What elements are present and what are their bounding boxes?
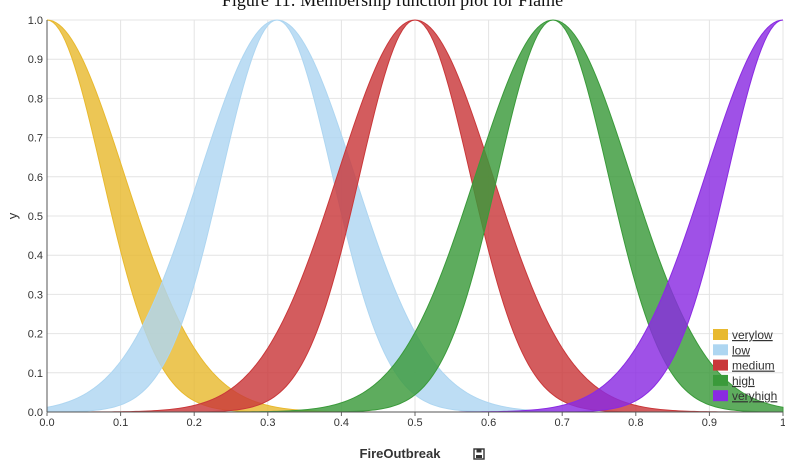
legend-item-low[interactable]: low (713, 343, 750, 357)
x-tick-label: 0.9 (702, 417, 717, 429)
y-tick-label: 1.0 (28, 15, 43, 27)
y-tick-label: 0.0 (28, 407, 43, 419)
x-tick-label: 0.8 (628, 417, 643, 429)
legend-item-veryhigh[interactable]: veryhigh (713, 389, 777, 403)
legend-swatch (713, 329, 728, 340)
legend-swatch (713, 359, 728, 371)
x-tick-labels: 0.0 0.1 0.2 0.3 0.4 0.5 0.6 0.7 0.8 0.9 1 (39, 417, 785, 429)
y-tick-label: 0.2 (28, 329, 43, 341)
y-tick-label: 0.1 (28, 368, 43, 380)
legend-label: high (732, 374, 755, 388)
figure-caption: Figure 11: Membership function plot for … (221, 0, 564, 10)
legend-item-high[interactable]: high (713, 374, 755, 388)
x-tick-label: 0.1 (113, 417, 128, 429)
legend-swatch (713, 374, 728, 386)
x-tick-label: 0.7 (555, 417, 570, 429)
x-tick-label: 0.6 (481, 417, 496, 429)
legend-label: verylow (732, 328, 773, 342)
x-tick-label: 1 (780, 417, 785, 429)
legend-label: medium (732, 359, 775, 373)
legend-label: veryhigh (732, 389, 777, 403)
x-axis-label: FireOutbreak (360, 446, 442, 461)
y-tick-label: 0.9 (28, 54, 43, 66)
axes (46, 20, 783, 413)
y-tick-label: 0.7 (28, 133, 43, 145)
legend-item-verylow[interactable]: verylow (713, 328, 773, 342)
legend-swatch (713, 390, 728, 402)
legend-item-medium[interactable]: medium (713, 359, 775, 373)
x-tick-label: 0.0 (39, 417, 54, 429)
x-tick-label: 0.4 (334, 417, 349, 429)
y-tick-label: 0.3 (28, 289, 43, 301)
x-tick-label: 0.3 (260, 417, 275, 429)
y-tick-label: 0.5 (28, 211, 43, 223)
y-axis-label: y (5, 212, 20, 219)
y-tick-label: 0.8 (28, 93, 43, 105)
save-icon[interactable] (473, 448, 485, 460)
y-tick-label: 0.6 (28, 172, 43, 184)
y-tick-label: 0.4 (28, 250, 43, 262)
y-tick-labels: 0.0 0.1 0.2 0.3 0.4 0.5 0.6 0.7 0.8 0.9 1.0 (28, 15, 43, 419)
legend-label: low (732, 343, 750, 357)
x-tick-label: 0.2 (187, 417, 202, 429)
x-tick-label: 0.5 (407, 417, 422, 429)
legend-swatch (713, 344, 728, 356)
